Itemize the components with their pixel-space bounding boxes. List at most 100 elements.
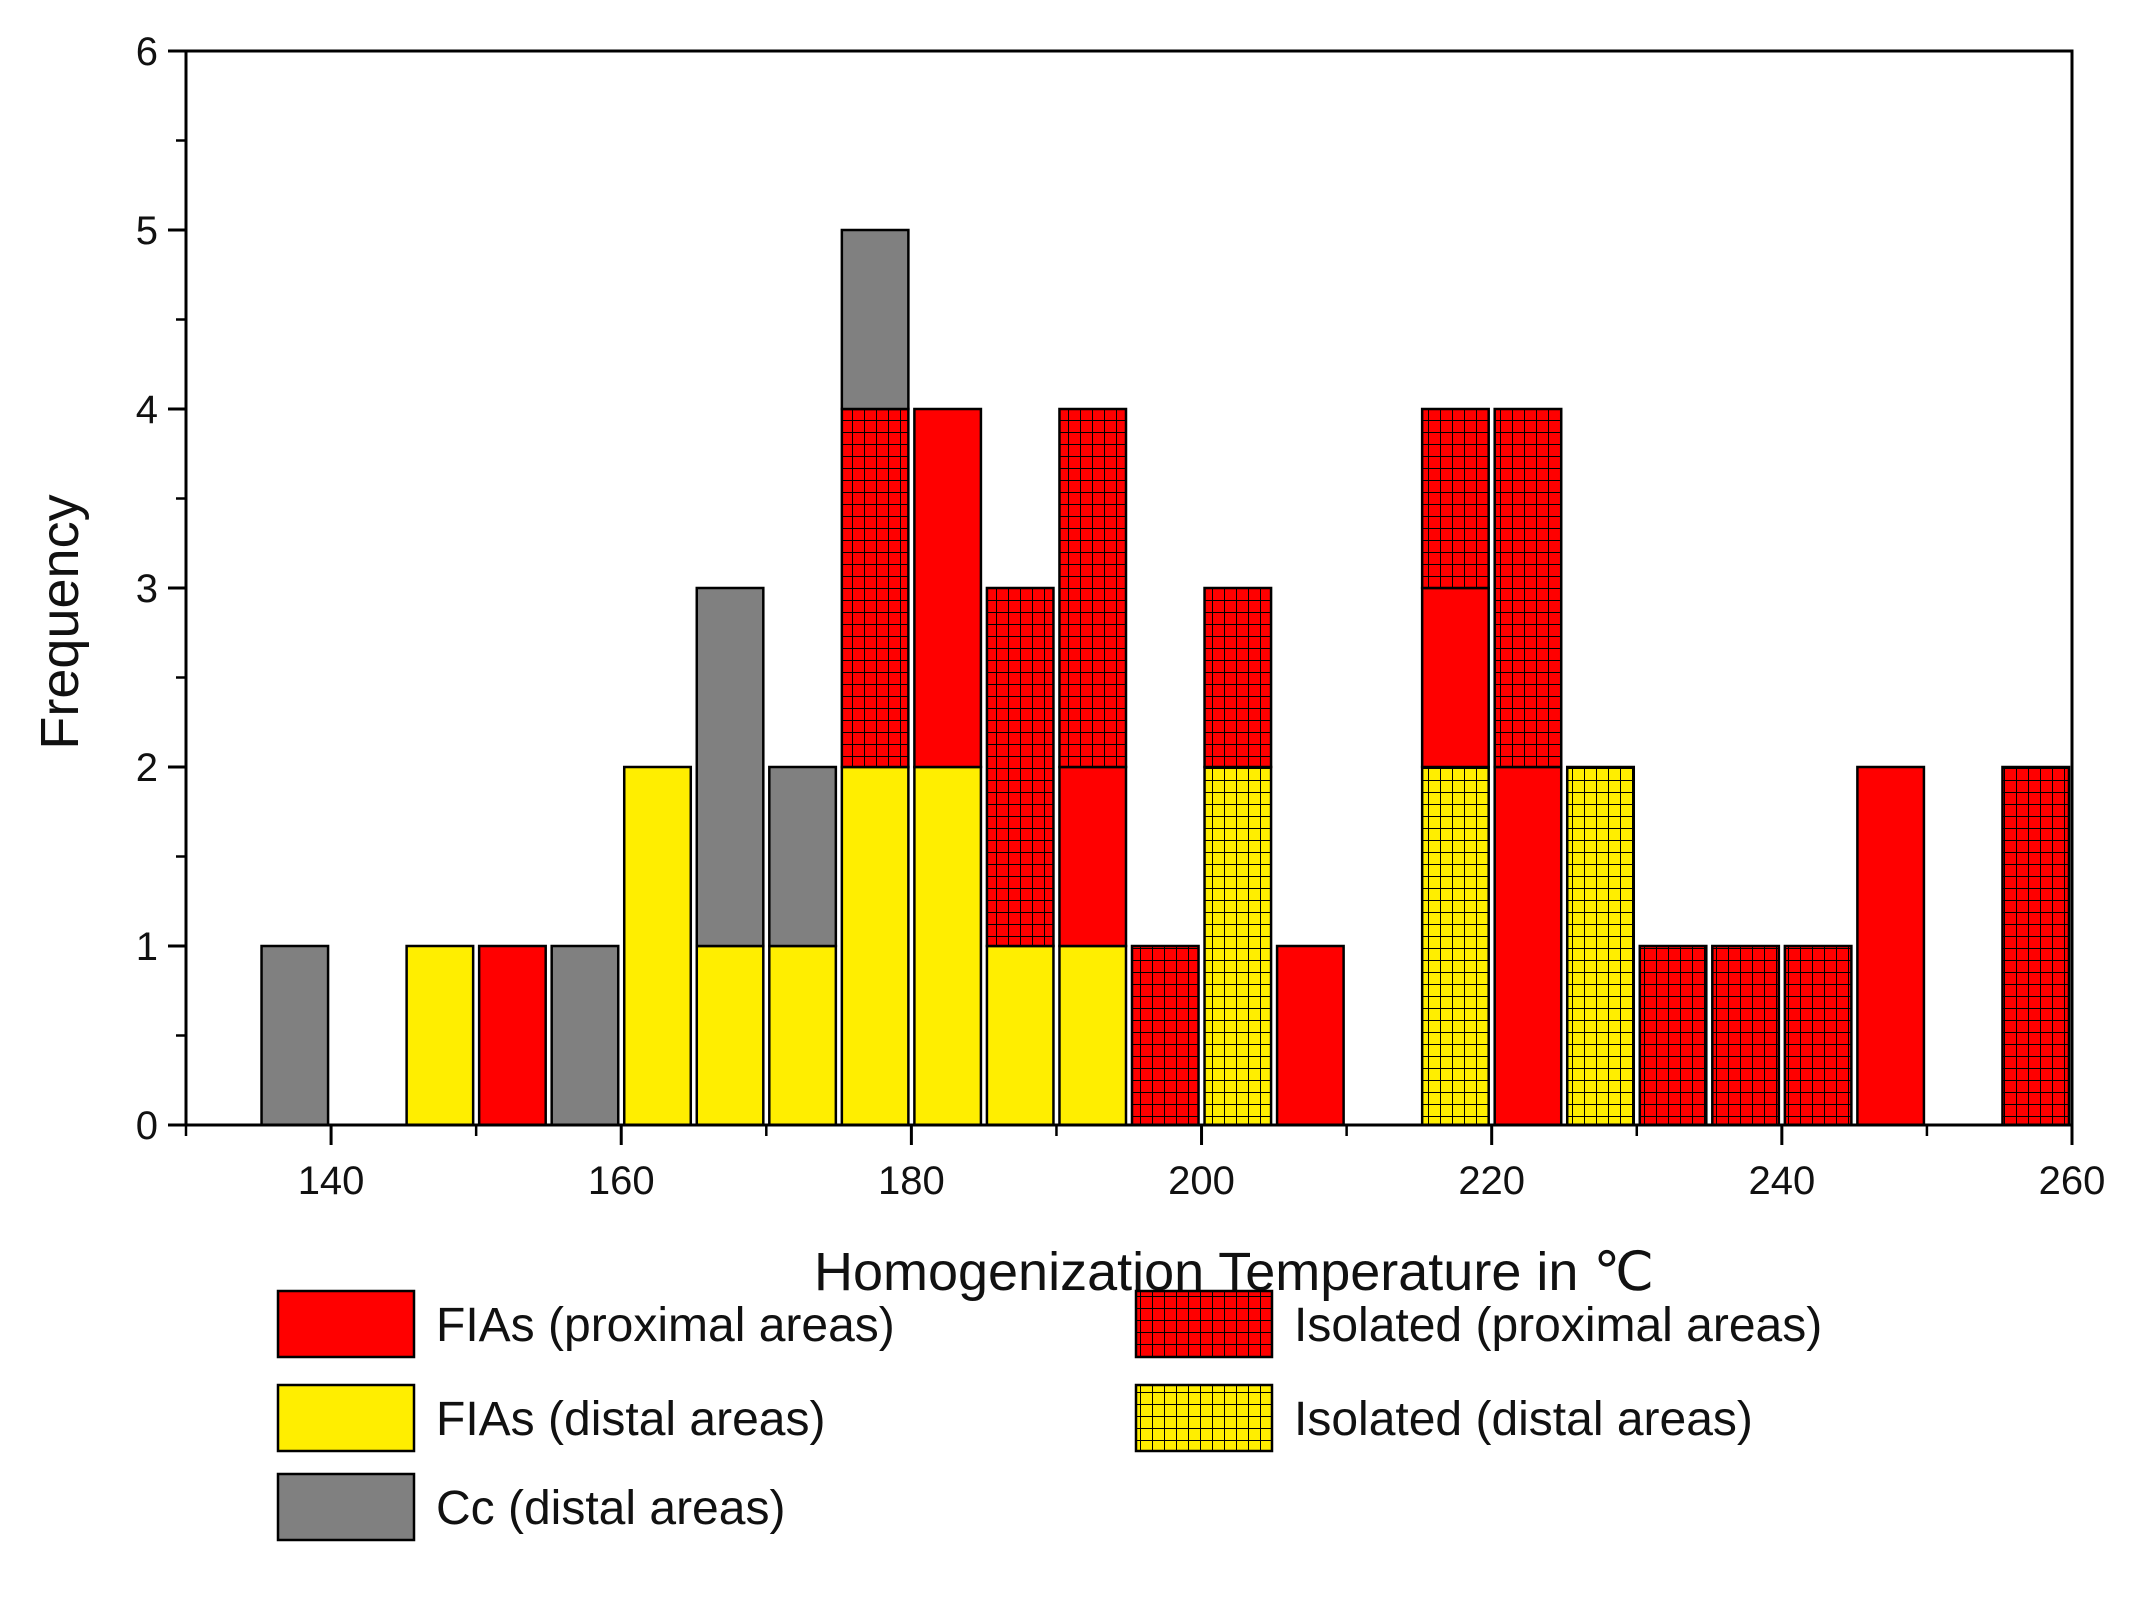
bar-fill (769, 946, 836, 1125)
bar-hatch (1204, 767, 1272, 1125)
bar-fill (914, 409, 981, 767)
bar-hatch (841, 409, 909, 767)
legend-item-cc_distal: Cc (distal areas) (276, 1472, 785, 1542)
bar-hatch (2002, 767, 2069, 1125)
x-tick-label: 260 (2039, 1159, 2106, 1203)
x-tick-label: 240 (1748, 1159, 1815, 1203)
bar-fill (696, 588, 764, 946)
legend-swatch-outline (1134, 1383, 1274, 1453)
legend-swatch-outline (276, 1472, 416, 1542)
x-tick-label: 180 (878, 1159, 945, 1203)
bar-segment-fias_proximal (1493, 765, 1563, 1127)
y-tick-label: 4 (136, 388, 158, 432)
legend-label: Cc (distal areas) (436, 1482, 785, 1535)
legend-swatch (278, 1385, 414, 1451)
bar-outline (1420, 407, 1490, 590)
legend-swatch-outline (276, 1289, 416, 1359)
bar-segment-cc_distal (550, 944, 620, 1127)
bar-segment-isolated_distal (1565, 765, 1636, 1127)
legend-item-fias_distal: FIAs (distal areas) (276, 1383, 825, 1453)
bar-outline (1058, 407, 1128, 769)
y-tick-label: 6 (136, 30, 158, 74)
bar-outline (695, 586, 765, 948)
bar-outline (985, 586, 1055, 948)
bar-fill (841, 230, 909, 409)
legend-swatch-hatch (1136, 1291, 1272, 1357)
x-tick-label: 220 (1458, 1159, 1525, 1203)
x-tick-label: 140 (298, 1159, 365, 1203)
bar-segment-isolated_proximal (1493, 407, 1563, 769)
bar-segment-isolated_proximal (1203, 586, 1273, 769)
bar-fill (1422, 588, 1489, 767)
y-axis-title: Frequency (30, 494, 90, 749)
bar-hatch (1712, 946, 1779, 1125)
bar-segment-fias_proximal (1058, 765, 1128, 948)
y-tick-label: 0 (136, 1104, 158, 1148)
legend-item-isolated_proximal: Isolated (proximal areas) (1134, 1289, 1822, 1359)
legend-swatch (278, 1291, 414, 1357)
bar-segment-fias_distal (913, 765, 983, 1127)
bars-layer (260, 228, 2071, 1127)
x-tick-label: 200 (1168, 1159, 1235, 1203)
axes-layer: 0 1 2 3 4 5 6 140 160 180 200 220 240 260 (136, 30, 2106, 1203)
bar-hatch (1422, 767, 1489, 1125)
bar-fill (696, 946, 764, 1125)
bar-segment-cc_distal (840, 228, 910, 411)
bar-segment-isolated_proximal (1058, 407, 1128, 769)
legend: FIAs (proximal areas) FIAs (distal areas)… (276, 1289, 1822, 1542)
bar-segment-fias_distal (985, 944, 1055, 1127)
bar-fill (1494, 767, 1562, 1125)
y-tick-label: 5 (136, 209, 158, 253)
bar-segment-fias_proximal (1275, 944, 1345, 1127)
y-tick-label: 1 (136, 925, 158, 969)
legend-swatch-outline (1134, 1289, 1274, 1359)
bar-fill (914, 767, 981, 1125)
bar-segment-fias_distal (840, 765, 910, 1127)
bar-segment-fias_proximal (913, 407, 983, 769)
legend-item-isolated_distal: Isolated (distal areas) (1134, 1383, 1753, 1453)
bar-segment-isolated_distal (1420, 765, 1490, 1127)
bar-segment-fias_distal (768, 944, 838, 1127)
bar-segment-isolated_proximal (1130, 944, 1200, 1127)
bar-fill (1857, 767, 1924, 1125)
bar-segment-cc_distal (260, 944, 330, 1127)
bar-outline (1493, 407, 1563, 769)
bar-segment-isolated_proximal (1711, 944, 1781, 1127)
bar-outline (840, 228, 910, 411)
bar-segment-isolated_proximal (2001, 765, 2071, 1127)
bar-fill (1059, 767, 1126, 946)
bar-segment-cc_distal (695, 586, 765, 948)
bar-fill (261, 946, 329, 1125)
bar-segment-isolated_proximal (840, 407, 910, 769)
bar-hatch (1567, 767, 1634, 1125)
legend-swatch-outline (276, 1383, 416, 1453)
y-tick-label: 3 (136, 567, 158, 611)
bar-outline (768, 765, 838, 948)
bar-hatch (1784, 946, 1852, 1125)
bar-outline (1203, 586, 1273, 769)
bar-segment-fias_proximal (477, 944, 547, 1127)
legend-label: FIAs (proximal areas) (436, 1299, 895, 1352)
bar-hatch (986, 588, 1054, 946)
bar-hatch (1422, 409, 1489, 588)
bar-segment-fias_proximal (1420, 586, 1490, 769)
x-tick-label: 160 (588, 1159, 655, 1203)
bar-hatch (1204, 588, 1272, 767)
bar-fill (769, 767, 836, 946)
legend-swatch (278, 1474, 414, 1540)
bar-hatch (1494, 409, 1562, 767)
bar-outline (913, 407, 983, 769)
bar-fill (841, 767, 909, 1125)
bar-fill (986, 946, 1054, 1125)
bar-segment-cc_distal (768, 765, 838, 948)
bar-segment-fias_distal (695, 944, 765, 1127)
bar-fill (624, 767, 691, 1125)
y-tick-label: 2 (136, 746, 158, 790)
bar-fill (1277, 946, 1344, 1125)
legend-label: Isolated (distal areas) (1294, 1393, 1753, 1446)
bar-fill (1059, 946, 1126, 1125)
bar-fill (479, 946, 546, 1125)
legend-label: Isolated (proximal areas) (1294, 1299, 1822, 1352)
